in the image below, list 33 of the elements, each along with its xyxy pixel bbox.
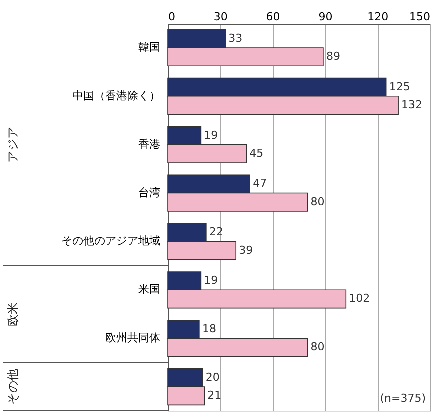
data-label: 18 xyxy=(202,322,216,336)
data-label: 20 xyxy=(206,370,220,384)
y-tick-label: 欧州共同体 xyxy=(106,332,160,345)
x-tick-label: 60 xyxy=(266,10,280,24)
y-tick-label: 韓国 xyxy=(138,40,160,54)
text: その他 xyxy=(6,368,20,405)
data-label: 80 xyxy=(310,195,325,208)
data-label: 22 xyxy=(209,226,224,239)
data-label: 102 xyxy=(349,292,370,306)
data-label: 125 xyxy=(389,80,410,94)
data-label: 21 xyxy=(208,389,222,402)
data-label: 47 xyxy=(253,177,268,190)
text: アジア xyxy=(6,126,20,163)
data-label: 80 xyxy=(310,340,325,354)
data-label: 45 xyxy=(250,146,264,160)
x-tick-label: 120 xyxy=(368,10,389,24)
y-tick-label: 中国（香港除く） xyxy=(72,89,160,102)
y-tick-label: 香港 xyxy=(138,138,160,151)
y-tick-label: 台湾 xyxy=(138,186,160,200)
text: 欧米 xyxy=(6,302,20,326)
data-label: 39 xyxy=(239,244,254,257)
y-tick-label: その他のアジア地域 xyxy=(62,234,160,248)
data-label: 33 xyxy=(228,32,243,45)
data-label: 19 xyxy=(204,128,218,142)
x-tick-label: 90 xyxy=(318,10,333,24)
x-tick-label: 30 xyxy=(214,10,228,24)
x-tick-label: 0 xyxy=(168,10,176,24)
annotation: (n=375) xyxy=(380,392,426,405)
data-label: 19 xyxy=(204,274,218,288)
x-tick-label: 150 xyxy=(410,10,430,24)
data-label: 132 xyxy=(402,98,423,112)
data-label: 89 xyxy=(326,50,340,64)
y-tick-label: 米国 xyxy=(138,283,160,296)
